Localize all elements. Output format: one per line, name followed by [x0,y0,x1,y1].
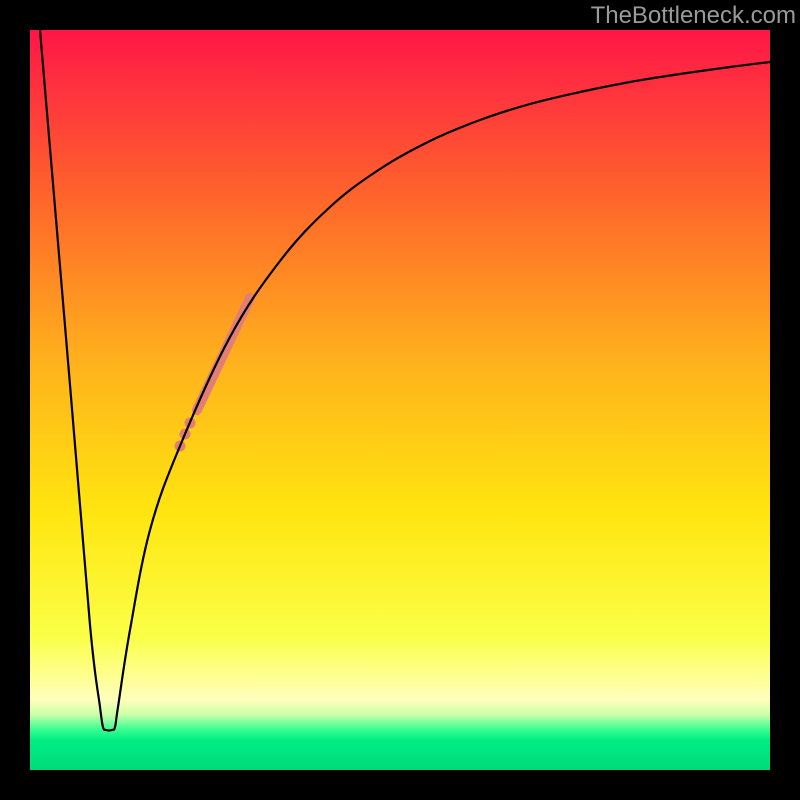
watermark-text: TheBottleneck.com [591,2,796,30]
main-curve [40,30,770,730]
plot-area [30,30,770,770]
curve-layer [30,30,770,770]
